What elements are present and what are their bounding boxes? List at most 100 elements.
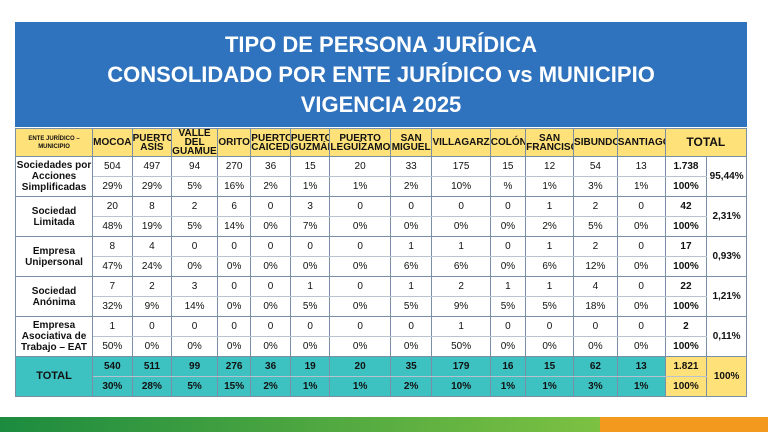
percent-cell: 1% bbox=[525, 176, 575, 197]
row-total-percent-cell: 100% bbox=[664, 176, 708, 197]
percent-cell: 10% bbox=[431, 376, 491, 397]
percent-cell: 6% bbox=[431, 256, 491, 277]
percent-cell: 0% bbox=[171, 256, 218, 277]
footer-green-stripe bbox=[0, 417, 600, 432]
title-banner: TIPO DE PERSONA JURÍDICA CONSOLIDADO POR… bbox=[15, 22, 747, 127]
percent-cell: 0% bbox=[616, 296, 666, 317]
count-cell: 0 bbox=[616, 196, 666, 217]
percent-cell: 30% bbox=[92, 376, 133, 397]
count-cell: 1 bbox=[489, 276, 527, 297]
percent-cell: 5% bbox=[289, 296, 331, 317]
count-cell: 20 bbox=[329, 356, 391, 377]
percent-cell: 50% bbox=[92, 336, 133, 357]
share-cell: 1,21% bbox=[706, 276, 747, 317]
count-cell: 2 bbox=[573, 236, 618, 257]
percent-cell: 0% bbox=[216, 296, 252, 317]
percent-cell: 9% bbox=[131, 296, 173, 317]
count-cell: 0 bbox=[329, 236, 391, 257]
count-cell: 35 bbox=[389, 356, 433, 377]
count-cell: 0 bbox=[489, 236, 527, 257]
percent-cell: 9% bbox=[431, 296, 491, 317]
table-row-percent: 29% 29% 5% 16% 2% 1% 1% 2% 10%% 1% 3% 1% 100% bbox=[16, 176, 747, 197]
percent-cell: 24% bbox=[131, 256, 173, 277]
percent-cell: 0% bbox=[329, 216, 391, 237]
entity-label: Sociedades por Acciones Simplificadas bbox=[14, 156, 94, 197]
row-total-percent-cell: 100% bbox=[664, 376, 708, 397]
footer-bar bbox=[0, 417, 768, 432]
row-total-cell: 17 bbox=[664, 236, 708, 257]
count-cell: 1 bbox=[525, 196, 575, 217]
count-cell: 0 bbox=[216, 316, 252, 337]
count-cell: 7 bbox=[92, 276, 133, 297]
table-row-percent: 47% 24% 0% 0% 0% 0% 0% 6% 6% 0% 6% 12% 0% 100% bbox=[16, 256, 747, 277]
percent-cell: 29% bbox=[92, 176, 133, 197]
percent-cell: 32% bbox=[92, 296, 133, 317]
percent-cell: 0% bbox=[431, 216, 491, 237]
table-row-percent: 50% 0% 0% 0% 0% 0% 0% 0% 50% 0% 0% 0% 0% 100% bbox=[16, 336, 747, 357]
count-cell: 175 bbox=[431, 156, 491, 177]
table-row-percent: 32% 9% 14% 0% 0% 5% 0% 5% 9% 5% 5% 18% 0% 100% bbox=[16, 296, 747, 317]
count-cell: 0 bbox=[171, 236, 218, 257]
percent-cell: 14% bbox=[216, 216, 252, 237]
municipio-header: VALLE DEL GUAMUEZ bbox=[171, 128, 218, 157]
row-total-percent-cell: 100% bbox=[664, 296, 708, 317]
count-cell: 1 bbox=[431, 236, 491, 257]
row-total-cell: 42 bbox=[664, 196, 708, 217]
share-cell: 0,93% bbox=[706, 236, 747, 277]
percent-cell: 0% bbox=[616, 256, 666, 277]
count-cell: 270 bbox=[216, 156, 252, 177]
percent-cell: 2% bbox=[250, 376, 291, 397]
table-row: Empresa Asociativa de Trabajo – EAT 1 0 0 0 0… bbox=[14, 316, 747, 357]
count-cell: 62 bbox=[573, 356, 618, 377]
row-total-percent-cell: 100% bbox=[664, 256, 708, 277]
count-cell: 0 bbox=[250, 236, 291, 257]
percent-cell: 0% bbox=[616, 336, 666, 357]
percent-cell: 5% bbox=[525, 296, 575, 317]
percent-cell: 0% bbox=[489, 256, 527, 277]
table-row-percent: 48% 19% 5% 14% 0% 7% 0% 0% 0% 0% 2% 5% 0% 100% bbox=[16, 216, 747, 237]
municipio-header: VILLAGARZÓN bbox=[431, 128, 491, 157]
count-cell: 1 bbox=[525, 236, 575, 257]
count-cell: 0 bbox=[289, 236, 331, 257]
count-cell: 19 bbox=[289, 356, 331, 377]
count-cell: 3 bbox=[289, 196, 331, 217]
row-total-cell: 1.821 bbox=[664, 356, 708, 377]
percent-cell: 5% bbox=[389, 296, 433, 317]
row-total-cell: 1.738 bbox=[664, 156, 708, 177]
count-cell: 0 bbox=[389, 316, 433, 337]
count-cell: 16 bbox=[489, 356, 527, 377]
percent-cell: 2% bbox=[389, 176, 433, 197]
percent-cell: 15% bbox=[216, 376, 252, 397]
count-cell: 0 bbox=[131, 316, 173, 337]
percent-cell: 0% bbox=[329, 336, 391, 357]
content-frame: TIPO DE PERSONA JURÍDICA CONSOLIDADO POR… bbox=[14, 22, 748, 404]
title-line-3: VIGENCIA 2025 bbox=[300, 92, 462, 117]
percent-cell: 28% bbox=[131, 376, 173, 397]
count-cell: 0 bbox=[250, 276, 291, 297]
municipio-header: PUERTO ASÍS bbox=[131, 128, 173, 157]
percent-cell: % bbox=[489, 176, 527, 197]
count-cell: 20 bbox=[92, 196, 133, 217]
percent-cell: 1% bbox=[289, 176, 331, 197]
percent-cell: 50% bbox=[431, 336, 491, 357]
row-total-cell: 22 bbox=[664, 276, 708, 297]
count-cell: 33 bbox=[389, 156, 433, 177]
count-cell: 2 bbox=[171, 196, 218, 217]
percent-cell: 0% bbox=[250, 216, 291, 237]
count-cell: 276 bbox=[216, 356, 252, 377]
count-cell: 497 bbox=[131, 156, 173, 177]
share-cell: 0,11% bbox=[706, 316, 747, 357]
percent-cell: 29% bbox=[131, 176, 173, 197]
percent-cell: 1% bbox=[329, 376, 391, 397]
percent-cell: 0% bbox=[389, 216, 433, 237]
footer-orange-stripe bbox=[600, 417, 768, 432]
entity-label: Empresa Asociativa de Trabajo – EAT bbox=[14, 316, 94, 357]
table-body: Sociedades por Acciones Simplificadas 504… bbox=[14, 156, 747, 397]
count-cell: 504 bbox=[92, 156, 133, 177]
percent-cell: 5% bbox=[171, 176, 218, 197]
count-cell: 0 bbox=[329, 316, 391, 337]
percent-cell: 48% bbox=[92, 216, 133, 237]
percent-cell: 1% bbox=[616, 376, 666, 397]
percent-cell: 0% bbox=[250, 336, 291, 357]
